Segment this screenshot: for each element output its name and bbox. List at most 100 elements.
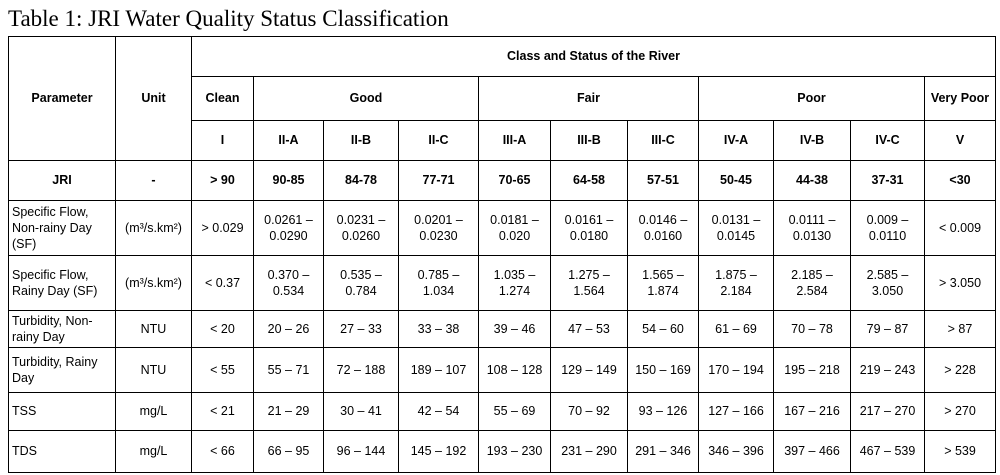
value-cell: 189 – 107	[398, 347, 479, 393]
value-cell: < 0.009	[923, 200, 997, 256]
class-cell: IV-B	[773, 120, 851, 161]
class-cell: IV-A	[698, 120, 774, 161]
value-cell: 0.0261 – 0.0290	[253, 200, 324, 256]
classification-table: Parameter Unit Class and Status of the R…	[8, 36, 997, 473]
class-cell: III-A	[478, 120, 551, 161]
class-cell: IV-C	[850, 120, 925, 161]
value-cell: 195 – 218	[773, 347, 851, 393]
value-cell: 44-38	[773, 160, 851, 201]
table-title: Table 1: JRI Water Quality Status Classi…	[8, 6, 449, 31]
value-cell: 170 – 194	[698, 347, 774, 393]
table-row: JRI - > 90 90-85 84-78 77-71 70-65 64-58 57-51 50…	[8, 160, 997, 201]
value-cell: 70-65	[478, 160, 551, 201]
value-cell: 21 – 29	[253, 392, 324, 431]
value-cell: 108 – 128	[478, 347, 551, 393]
value-cell: < 0.37	[191, 255, 254, 311]
value-cell: 2.585 – 3.050	[850, 255, 925, 311]
class-cell: II-A	[253, 120, 324, 161]
unit-cell: NTU	[115, 310, 192, 348]
unit-cell: (m³/s.km²)	[115, 255, 192, 311]
value-cell: 0.009 – 0.0110	[850, 200, 925, 256]
value-cell: 1.875 – 2.184	[698, 255, 774, 311]
value-cell: 0.0231 – 0.0260	[323, 200, 399, 256]
value-cell: 64-58	[550, 160, 628, 201]
table-row: TDS mg/L < 66 66 – 95 96 – 144 145 – 192 193 –…	[8, 430, 997, 473]
value-cell: 231 – 290	[550, 430, 628, 473]
value-cell: 61 – 69	[698, 310, 774, 348]
value-cell: 79 – 87	[850, 310, 925, 348]
value-cell: 150 – 169	[627, 347, 699, 393]
value-cell: > 228	[923, 347, 997, 393]
value-cell: 84-78	[323, 160, 399, 201]
value-cell: > 90	[191, 160, 254, 201]
value-cell: 47 – 53	[550, 310, 628, 348]
value-cell: 167 – 216	[773, 392, 851, 431]
parameter-cell: Specific Flow, Rainy Day (SF)	[8, 255, 116, 311]
value-cell: 57-51	[627, 160, 699, 201]
header-cell: Parameter	[8, 36, 116, 161]
status-cell: Very Poor	[923, 76, 997, 121]
value-cell: 54 – 60	[627, 310, 699, 348]
value-cell: 1.565 – 1.874	[627, 255, 699, 311]
parameter-cell: JRI	[8, 160, 116, 201]
value-cell: < 21	[191, 392, 254, 431]
value-cell: 90-85	[253, 160, 324, 201]
value-cell: 397 – 466	[773, 430, 851, 473]
value-cell: 145 – 192	[398, 430, 479, 473]
value-cell: 37-31	[850, 160, 925, 201]
value-cell: 55 – 69	[478, 392, 551, 431]
value-cell: 127 – 166	[698, 392, 774, 431]
class-cell: I	[191, 120, 254, 161]
value-cell: 30 – 41	[323, 392, 399, 431]
value-cell: 129 – 149	[550, 347, 628, 393]
value-cell: 1.035 – 1.274	[478, 255, 551, 311]
value-cell: 0.785 – 1.034	[398, 255, 479, 311]
parameter-cell: TDS	[8, 430, 116, 473]
value-cell: 346 – 396	[698, 430, 774, 473]
status-cell: Good	[253, 76, 479, 121]
value-cell: 66 – 95	[253, 430, 324, 473]
value-cell: 219 – 243	[850, 347, 925, 393]
value-cell: < 66	[191, 430, 254, 473]
status-cell: Poor	[698, 76, 925, 121]
value-cell: 0.0146 – 0.0160	[627, 200, 699, 256]
table-row: TSS mg/L < 21 21 – 29 30 – 41 42 – 54 55 – 69 7…	[8, 392, 997, 431]
parameter-cell: Turbidity, Rainy Day	[8, 347, 116, 393]
value-cell: 70 – 78	[773, 310, 851, 348]
parameter-cell: Specific Flow, Non-rainy Day (SF)	[8, 200, 116, 256]
value-cell: > 270	[923, 392, 997, 431]
header-cell: Class and Status of the River	[190, 36, 997, 77]
value-cell: > 87	[923, 310, 997, 348]
value-cell: > 0.029	[191, 200, 254, 256]
value-cell: 0.0111 – 0.0130	[773, 200, 851, 256]
unit-cell: mg/L	[115, 392, 192, 431]
parameter-cell: TSS	[8, 392, 116, 431]
unit-cell: -	[115, 160, 192, 201]
class-cell: V	[923, 120, 997, 161]
value-cell: <30	[923, 160, 997, 201]
status-cell: Clean	[191, 76, 254, 121]
value-cell: 0.370 – 0.534	[253, 255, 324, 311]
value-cell: 0.0131 – 0.0145	[698, 200, 774, 256]
value-cell: 1.275 – 1.564	[550, 255, 628, 311]
value-cell: 70 – 92	[550, 392, 628, 431]
value-cell: 96 – 144	[323, 430, 399, 473]
value-cell: 20 – 26	[253, 310, 324, 348]
value-cell: 467 – 539	[850, 430, 925, 473]
value-cell: 77-71	[398, 160, 479, 201]
parameter-cell: Turbidity, Non-rainy Day	[8, 310, 116, 348]
table-row: Specific Flow, Rainy Day (SF) (m³/s.km²) <…	[8, 255, 997, 311]
unit-cell: (m³/s.km²)	[115, 200, 192, 256]
class-cell: II-B	[323, 120, 399, 161]
value-cell: 93 – 126	[627, 392, 699, 431]
value-cell: 33 – 38	[398, 310, 479, 348]
status-cell: Fair	[478, 76, 699, 121]
class-cell: III-C	[627, 120, 699, 161]
unit-cell: NTU	[115, 347, 192, 393]
value-cell: 291 – 346	[627, 430, 699, 473]
value-cell: 0.0181 – 0.020	[478, 200, 551, 256]
value-cell: 0.535 – 0.784	[323, 255, 399, 311]
value-cell: 42 – 54	[398, 392, 479, 431]
unit-cell: mg/L	[115, 430, 192, 473]
